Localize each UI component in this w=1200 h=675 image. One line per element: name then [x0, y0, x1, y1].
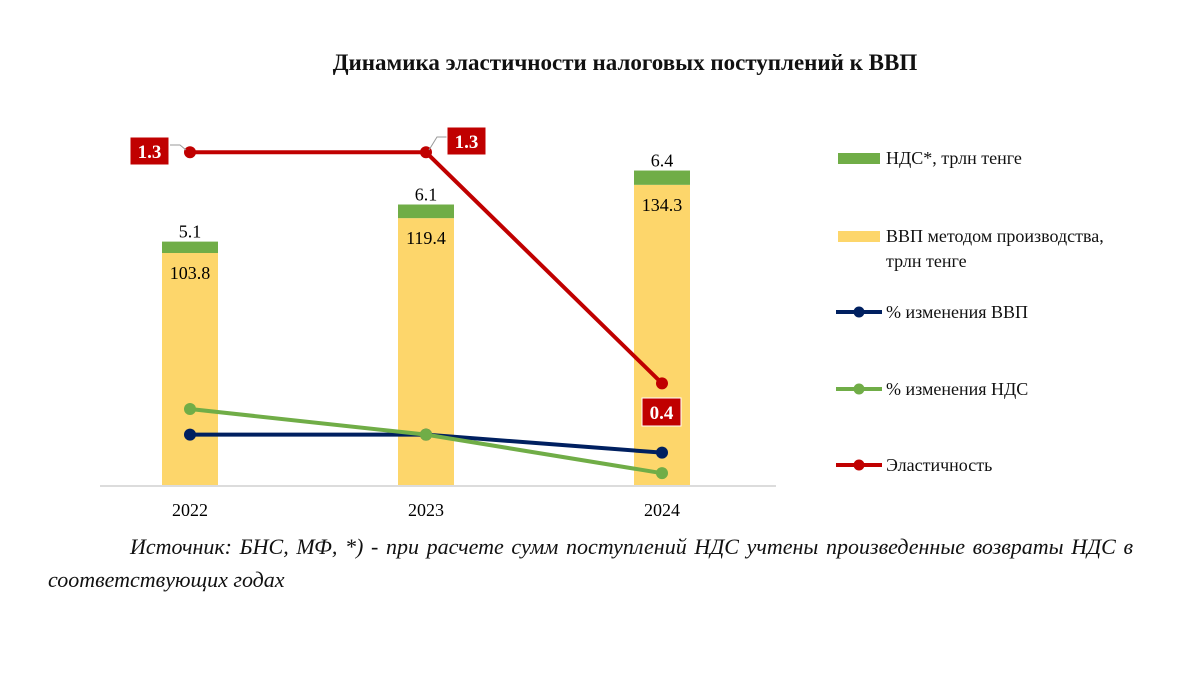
point-gdp-pct [656, 446, 668, 459]
x-tick-label: 2023 [408, 500, 444, 520]
bar-vat [162, 241, 218, 254]
legend-gdp-1: ВВП методом производства, [886, 226, 1104, 246]
point-elasticity [656, 377, 668, 390]
bar-gdp-label: 134.3 [642, 195, 683, 215]
elasticity-label: 1.3 [138, 142, 162, 163]
point-elasticity [184, 146, 196, 159]
bar-vat [634, 170, 690, 185]
bar-gdp-label: 119.4 [406, 228, 446, 248]
bar-gdp [634, 184, 690, 486]
legend-vat: НДС*, трлн тенге [886, 148, 1022, 168]
legend-gdp-pct: % изменения ВВП [886, 302, 1029, 322]
legend-vat-swatch [838, 153, 880, 164]
point-gdp-pct [184, 428, 196, 441]
point-vat-pct [184, 402, 196, 415]
elasticity-label: 1.3 [455, 132, 479, 153]
x-tick-label: 2022 [172, 500, 208, 520]
elasticity-label: 0.4 [650, 403, 674, 424]
legend-gdp-2: трлн тенге [886, 251, 967, 271]
legend-elasticity: Эластичность [886, 455, 993, 475]
bar-vat [398, 204, 454, 219]
chart-title: Динамика эластичности налоговых поступле… [332, 50, 918, 75]
bar-vat-label: 6.1 [415, 185, 438, 205]
point-vat-pct [656, 467, 668, 480]
bar-gdp [398, 218, 454, 486]
legend-point-marker [853, 459, 865, 471]
bar-vat-label: 6.4 [651, 151, 674, 171]
bar-gdp [162, 253, 218, 485]
bar-gdp-label: 103.8 [170, 263, 211, 283]
point-vat-pct [420, 428, 432, 441]
legend-gdp-swatch [838, 231, 880, 242]
legend-point-marker [853, 306, 865, 318]
elasticity-label-box [641, 397, 682, 427]
leader-line [170, 144, 187, 151]
x-tick-label: 2024 [644, 500, 680, 520]
bar-vat-label: 5.1 [179, 222, 202, 242]
legend-vat-pct: % изменения НДС [886, 379, 1029, 399]
source-note: Источник: БНС, МФ, *) - при расчете сумм… [48, 534, 1133, 592]
legend-point-marker [853, 383, 865, 395]
leader-line [428, 136, 447, 151]
elasticity-label-box [129, 136, 170, 166]
elasticity-label-box [446, 126, 487, 156]
